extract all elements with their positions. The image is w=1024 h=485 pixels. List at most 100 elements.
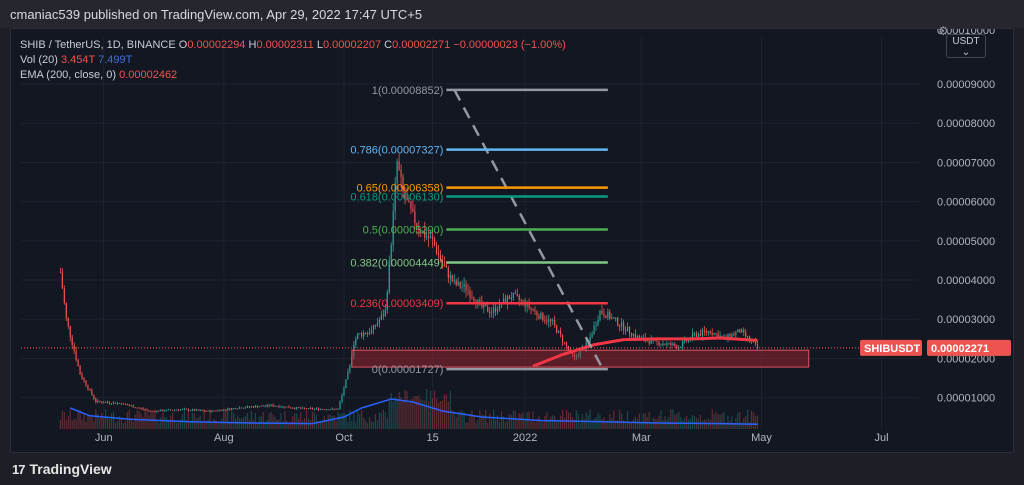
volume-bar <box>177 422 180 429</box>
currency-selector[interactable]: USDT ⌄ <box>946 34 986 58</box>
candle-body <box>366 332 369 334</box>
candle-body <box>235 408 237 410</box>
candle-body <box>426 236 428 238</box>
volume-bar <box>491 419 493 429</box>
volume-bar <box>148 415 150 429</box>
candle-body <box>292 407 294 409</box>
candle-body <box>368 332 371 334</box>
candle-body <box>396 161 398 184</box>
candle-body <box>83 378 85 381</box>
candle-body <box>195 409 197 411</box>
price-chart[interactable]: 1(0.00008852) 0.786(0.00007327) 0.65(0.000… <box>11 25 1013 452</box>
candle-body <box>282 406 284 408</box>
volume-bar <box>110 413 113 429</box>
candle-body <box>756 343 759 348</box>
volume-bar <box>626 411 629 429</box>
candle-body <box>238 407 241 409</box>
candle-body <box>561 334 564 343</box>
volume-bar <box>552 415 554 429</box>
volume-bar <box>518 413 520 429</box>
chart-area[interactable]: 1(0.00008852) 0.786(0.00007327) 0.65(0.000… <box>10 25 1014 453</box>
candle-body <box>745 331 747 337</box>
ohlc-row: SHIB / TetherUS, 1D, BINANCE O0.00002294… <box>20 38 566 53</box>
candle-body <box>252 406 254 408</box>
candle-body <box>95 398 97 403</box>
volume-bar <box>217 421 219 429</box>
candle-body <box>597 320 599 325</box>
candle-body <box>331 408 333 410</box>
volume-bar <box>402 400 404 429</box>
x-tick-label: May <box>751 432 772 444</box>
candle-body <box>617 317 619 326</box>
volume-bar <box>709 419 711 429</box>
volume-bar <box>493 409 495 429</box>
candle-body <box>170 409 172 411</box>
volume-bar <box>749 422 751 429</box>
candle-body <box>388 260 390 293</box>
volume-bar <box>209 409 211 429</box>
tradingview-logo[interactable]: 17 TradingView <box>12 461 112 477</box>
candle-body <box>114 402 117 404</box>
volume-bar <box>372 422 375 429</box>
volume-bar <box>607 420 609 429</box>
candle-body <box>554 320 556 326</box>
volume-bar <box>315 414 317 429</box>
candle-body <box>237 408 239 410</box>
volume-bar <box>745 415 747 429</box>
volume-bar <box>404 389 406 429</box>
candle-body <box>493 307 495 313</box>
volume-bar <box>374 414 377 429</box>
candle-body <box>676 345 678 349</box>
settings-icon[interactable]: ⚙ <box>938 24 949 38</box>
volume-bar <box>311 411 314 429</box>
x-tick-label: Jul <box>875 432 889 444</box>
candle-body <box>699 333 702 336</box>
volume-bar <box>347 422 349 429</box>
candle-body <box>471 297 473 298</box>
candle-body <box>550 319 552 322</box>
candle-body <box>664 344 666 345</box>
candle-body <box>207 410 209 412</box>
candle-body <box>154 411 156 413</box>
volume-bar <box>327 414 329 429</box>
candle-body <box>619 325 621 327</box>
candle-body <box>172 410 174 411</box>
volume-bar <box>266 419 268 429</box>
candle-body <box>418 226 420 230</box>
volume-bar <box>457 412 459 429</box>
volume-bar <box>154 409 156 429</box>
candle-body <box>705 331 707 333</box>
candle-body <box>309 407 312 409</box>
candle-body <box>365 332 367 334</box>
volume-bar <box>313 412 316 429</box>
volume-bar <box>175 422 178 429</box>
volume-bar <box>522 412 524 429</box>
fib-label: 1(0.00008852) <box>372 85 444 97</box>
candle-body <box>518 295 520 301</box>
volume-bar <box>112 411 115 429</box>
candle-body <box>325 409 327 411</box>
x-tick-label: 2022 <box>513 432 537 444</box>
candle-body <box>67 318 69 326</box>
volume-bar <box>636 418 638 429</box>
candle-body <box>721 335 723 337</box>
volume-bar <box>751 410 753 429</box>
volume-bar <box>229 422 231 429</box>
volume-bar <box>359 414 361 429</box>
candle-body <box>61 272 63 289</box>
candle-body <box>573 354 575 358</box>
volume-bar <box>420 399 422 429</box>
volume-bar <box>733 422 735 429</box>
volume-bar <box>252 419 254 429</box>
volume-bar <box>473 415 475 429</box>
price-tag: SHIBUSDT 0.00002271 <box>860 339 1011 356</box>
candle-body <box>491 312 493 314</box>
volume-bar <box>414 396 416 429</box>
candle-body <box>181 409 184 410</box>
volume-bar <box>691 414 694 429</box>
fib-label: 0(0.00001727) <box>372 364 444 376</box>
volume-bar <box>179 419 182 429</box>
candle-body <box>229 408 231 410</box>
candle-body <box>254 406 256 408</box>
candle-body <box>632 333 635 336</box>
